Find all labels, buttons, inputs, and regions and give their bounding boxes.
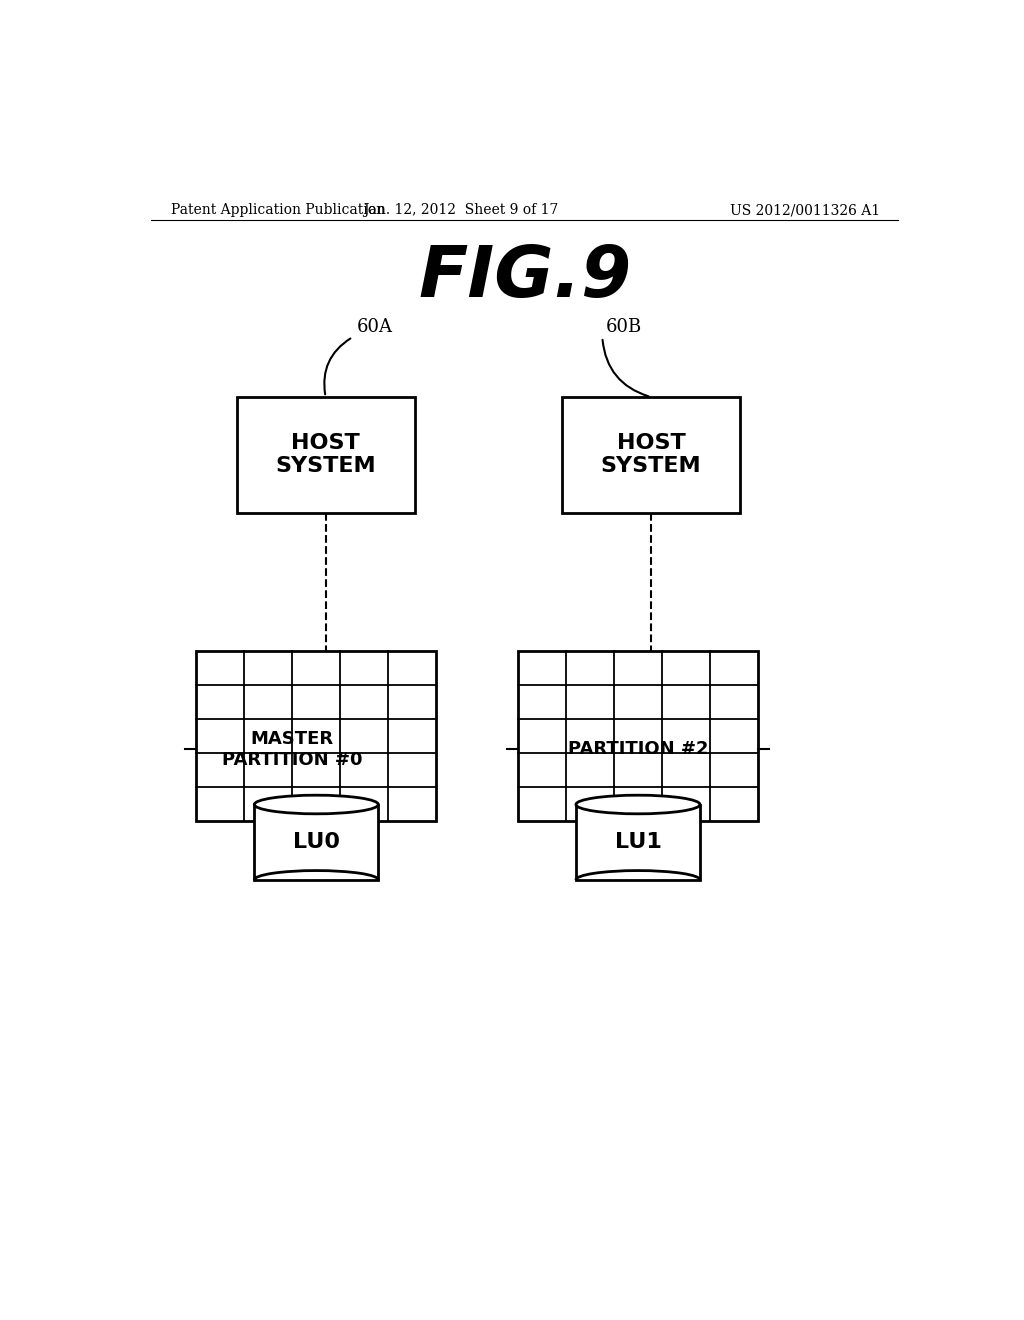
Text: MASTER
PARTITION #0: MASTER PARTITION #0 [222, 730, 362, 768]
Text: 60B: 60B [606, 318, 642, 335]
Text: Patent Application Publication: Patent Application Publication [171, 203, 385, 216]
Text: 60A: 60A [356, 318, 392, 335]
Text: HOST
SYSTEM: HOST SYSTEM [275, 433, 376, 477]
Bar [254, 804, 378, 880]
Text: FIG.9: FIG.9 [418, 243, 632, 312]
Bar [197, 651, 436, 821]
Bar [562, 397, 740, 512]
Text: LU0: LU0 [293, 832, 340, 851]
Text: LU1: LU1 [614, 832, 662, 851]
Bar [237, 397, 415, 512]
Text: Jan. 12, 2012  Sheet 9 of 17: Jan. 12, 2012 Sheet 9 of 17 [364, 203, 559, 216]
Text: PARTITION #2: PARTITION #2 [567, 741, 709, 759]
Bar [575, 804, 700, 880]
Ellipse shape [575, 795, 700, 814]
Ellipse shape [254, 795, 378, 814]
Text: US 2012/0011326 A1: US 2012/0011326 A1 [730, 203, 880, 216]
Bar [518, 651, 758, 821]
Text: HOST
SYSTEM: HOST SYSTEM [601, 433, 701, 477]
